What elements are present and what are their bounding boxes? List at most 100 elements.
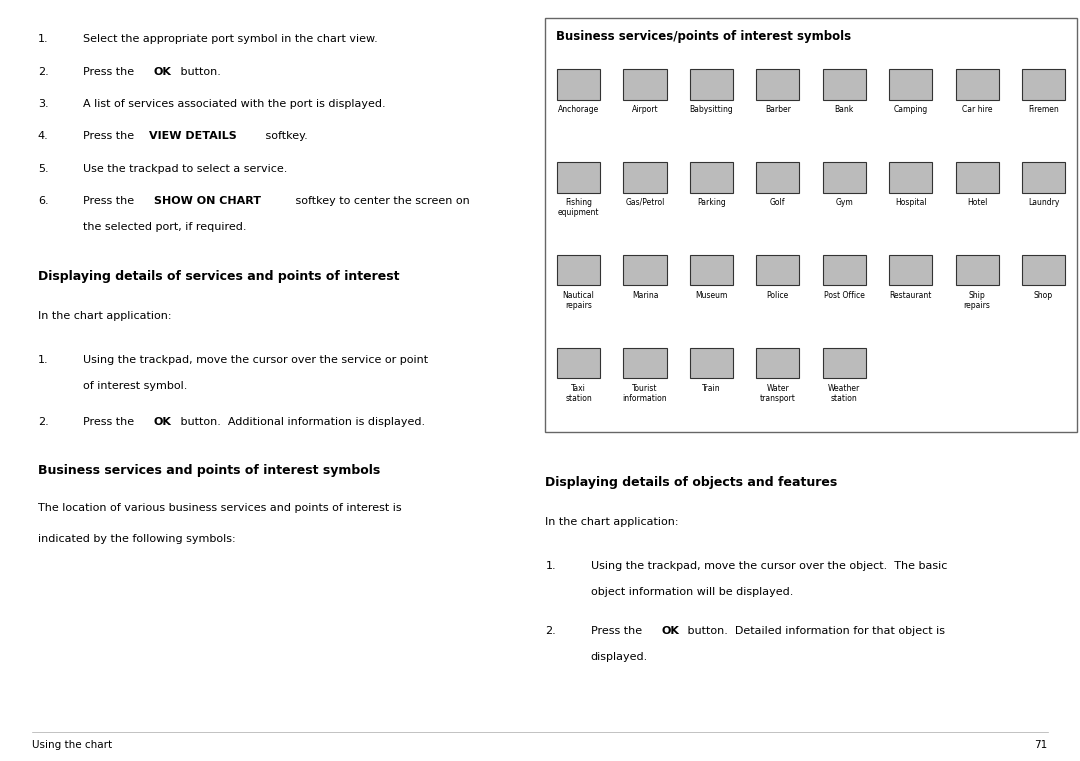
Text: Water
transport: Water transport <box>760 384 796 403</box>
Text: the selected port, if required.: the selected port, if required. <box>83 222 246 232</box>
Text: Press the: Press the <box>83 196 138 206</box>
Text: 4.: 4. <box>38 131 49 142</box>
Text: Barber: Barber <box>765 105 791 114</box>
Bar <box>756 162 799 193</box>
Text: Displaying details of objects and features: Displaying details of objects and featur… <box>545 476 838 489</box>
Text: Weather
station: Weather station <box>828 384 861 403</box>
Bar <box>1022 162 1065 193</box>
Text: Hotel: Hotel <box>967 198 987 207</box>
Text: 1.: 1. <box>38 355 49 365</box>
Text: Taxi
station: Taxi station <box>565 384 592 403</box>
Text: button.  Detailed information for that object is: button. Detailed information for that ob… <box>685 626 945 635</box>
Bar <box>557 348 600 378</box>
Text: 2.: 2. <box>545 626 556 635</box>
Text: Press the: Press the <box>591 626 646 635</box>
Bar <box>823 69 866 100</box>
Text: OK: OK <box>153 66 172 77</box>
Text: Business services/points of interest symbols: Business services/points of interest sym… <box>556 30 851 43</box>
Text: 1.: 1. <box>545 561 556 571</box>
Text: softkey.: softkey. <box>262 131 308 142</box>
Bar <box>557 162 600 193</box>
Text: OK: OK <box>661 626 679 635</box>
Text: Police: Police <box>767 291 789 300</box>
Text: Anchorage: Anchorage <box>558 105 599 114</box>
Bar <box>823 348 866 378</box>
Text: Laundry: Laundry <box>1028 198 1059 207</box>
Text: A list of services associated with the port is displayed.: A list of services associated with the p… <box>83 99 386 109</box>
Text: In the chart application:: In the chart application: <box>38 311 172 321</box>
Text: Gas/Petrol: Gas/Petrol <box>625 198 664 207</box>
Text: Post Office: Post Office <box>824 291 865 300</box>
Text: Restaurant: Restaurant <box>890 291 932 300</box>
Text: Using the trackpad, move the cursor over the object.  The basic: Using the trackpad, move the cursor over… <box>591 561 947 571</box>
Text: 2.: 2. <box>38 417 49 427</box>
Text: Airport: Airport <box>632 105 659 114</box>
Text: 3.: 3. <box>38 99 49 109</box>
Bar <box>756 255 799 285</box>
Bar <box>690 69 733 100</box>
Text: Babysitting: Babysitting <box>689 105 733 114</box>
Bar <box>1022 69 1065 100</box>
Bar <box>557 69 600 100</box>
Text: Museum: Museum <box>696 291 728 300</box>
Text: VIEW DETAILS: VIEW DETAILS <box>149 131 237 142</box>
Text: 71: 71 <box>1035 740 1048 750</box>
Text: Press the: Press the <box>83 417 138 427</box>
Text: Use the trackpad to select a service.: Use the trackpad to select a service. <box>83 164 287 174</box>
Text: Using the trackpad, move the cursor over the service or point: Using the trackpad, move the cursor over… <box>83 355 429 365</box>
Text: button.: button. <box>177 66 220 77</box>
Text: Ship
repairs: Ship repairs <box>963 291 990 310</box>
Text: Select the appropriate port symbol in the chart view.: Select the appropriate port symbol in th… <box>83 34 378 44</box>
Text: indicated by the following symbols:: indicated by the following symbols: <box>38 533 235 543</box>
Text: 6.: 6. <box>38 196 49 206</box>
Text: In the chart application:: In the chart application: <box>545 517 679 527</box>
Text: Business services and points of interest symbols: Business services and points of interest… <box>38 463 380 476</box>
Text: object information will be displayed.: object information will be displayed. <box>591 587 793 597</box>
Text: 5.: 5. <box>38 164 49 174</box>
Bar <box>756 69 799 100</box>
Text: Marina: Marina <box>632 291 659 300</box>
Bar <box>623 69 666 100</box>
Text: OK: OK <box>153 417 172 427</box>
Bar <box>823 255 866 285</box>
Text: Hospital: Hospital <box>895 198 927 207</box>
Text: The location of various business services and points of interest is: The location of various business service… <box>38 502 402 513</box>
Bar <box>956 255 999 285</box>
Bar <box>956 162 999 193</box>
Text: Press the: Press the <box>83 131 134 142</box>
Bar <box>690 348 733 378</box>
Text: Displaying details of services and points of interest: Displaying details of services and point… <box>38 269 400 282</box>
Text: Fishing
equipment: Fishing equipment <box>558 198 599 217</box>
Bar <box>690 162 733 193</box>
Text: Camping: Camping <box>893 105 928 114</box>
Text: of interest symbol.: of interest symbol. <box>83 381 188 391</box>
Bar <box>545 18 1077 432</box>
Text: Tourist
information: Tourist information <box>623 384 667 403</box>
Text: Nautical
repairs: Nautical repairs <box>563 291 595 310</box>
Bar <box>889 162 932 193</box>
Text: Bank: Bank <box>835 105 854 114</box>
Bar <box>623 348 666 378</box>
Bar <box>1022 255 1065 285</box>
Bar <box>823 162 866 193</box>
Text: Press the: Press the <box>83 66 138 77</box>
Bar <box>623 162 666 193</box>
Text: 2.: 2. <box>38 66 49 77</box>
Bar <box>889 69 932 100</box>
Text: Car hire: Car hire <box>962 105 993 114</box>
Bar <box>956 69 999 100</box>
Text: Train: Train <box>702 384 720 393</box>
Bar <box>557 255 600 285</box>
Text: button.  Additional information is displayed.: button. Additional information is displa… <box>177 417 424 427</box>
Bar <box>623 255 666 285</box>
Text: Parking: Parking <box>697 198 726 207</box>
Text: 1.: 1. <box>38 34 49 44</box>
Text: Using the chart: Using the chart <box>32 740 112 750</box>
Text: displayed.: displayed. <box>591 651 648 661</box>
Text: Golf: Golf <box>770 198 785 207</box>
Text: SHOW ON CHART: SHOW ON CHART <box>153 196 260 206</box>
Text: Gym: Gym <box>836 198 853 207</box>
Bar <box>756 348 799 378</box>
Text: Firemen: Firemen <box>1028 105 1058 114</box>
Bar <box>889 255 932 285</box>
